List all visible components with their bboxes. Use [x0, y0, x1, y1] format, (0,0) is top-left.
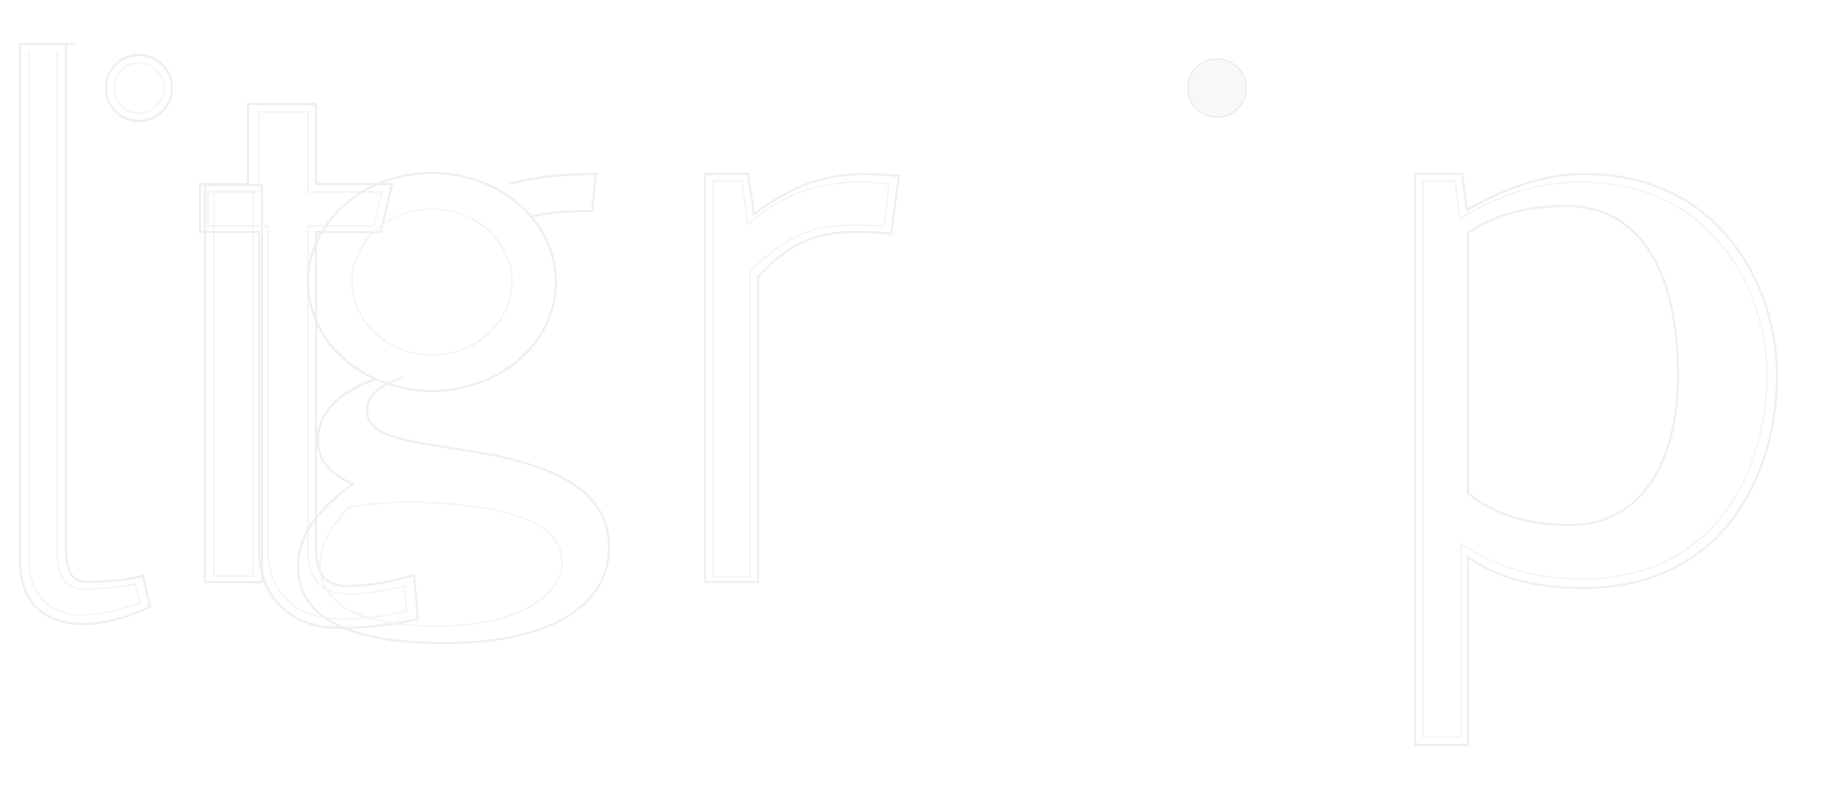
letter-l	[18, 42, 152, 626]
letter-r	[703, 172, 901, 584]
letter-i	[104, 53, 264, 584]
letter-g	[296, 171, 611, 645]
letter-p	[1413, 172, 1779, 747]
letter-dot	[1187, 58, 1247, 118]
letter-t	[198, 102, 420, 630]
